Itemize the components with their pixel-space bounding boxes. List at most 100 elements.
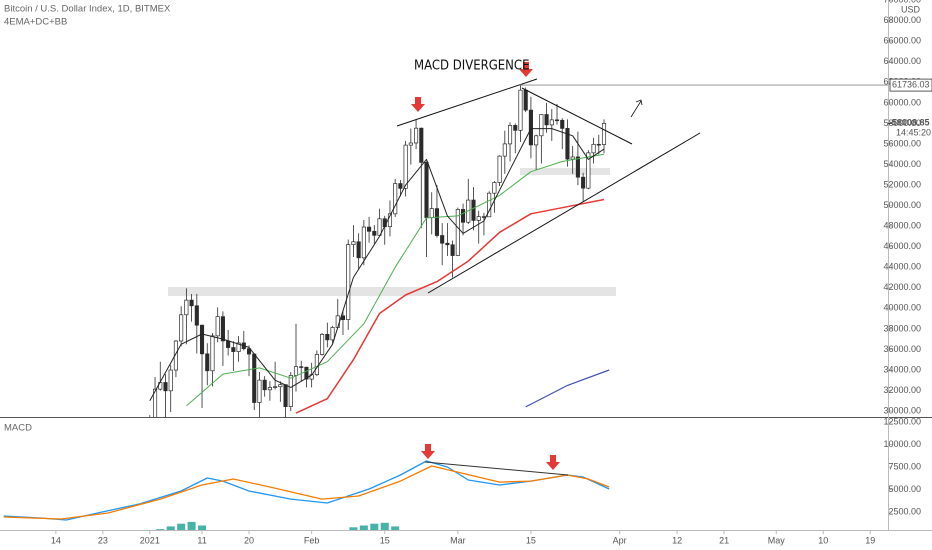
- candle-body: [361, 226, 366, 259]
- arrow: [630, 100, 642, 118]
- candle-body: [304, 366, 309, 380]
- candle-body: [461, 209, 466, 223]
- price-pane: [148, 85, 610, 422]
- histogram-bar: [166, 526, 175, 530]
- macd-line: [3, 465, 610, 520]
- candle-body: [148, 418, 151, 422]
- candle-body: [199, 324, 205, 355]
- currency-label: USD: [901, 4, 921, 14]
- countdown: 14:45:20: [896, 128, 931, 138]
- trendline: [521, 87, 633, 145]
- y-tick-label: 40000.00: [883, 303, 921, 313]
- y-tick-label: 30000.00: [883, 405, 921, 415]
- candle-body: [549, 119, 554, 126]
- histogram-bar: [177, 523, 186, 530]
- y-tick-label: 10000.00: [883, 439, 921, 449]
- histogram-bar: [187, 521, 196, 530]
- x-tick-label: Feb: [304, 535, 320, 545]
- candle-body: [163, 382, 168, 392]
- candle-body: [168, 369, 173, 392]
- arrow-marker: [546, 455, 560, 470]
- y-tick-label: 7500.00: [888, 461, 921, 471]
- ema-line: [525, 369, 610, 408]
- trendline: [424, 461, 569, 476]
- histogram-bar: [349, 527, 358, 530]
- candle-body: [283, 384, 288, 407]
- y-tick-label: 2500.00: [888, 506, 921, 516]
- candle-body: [502, 143, 507, 157]
- candle-body: [335, 315, 340, 328]
- y-tick-label: 60000.00: [883, 97, 921, 107]
- histogram-bar: [391, 526, 400, 530]
- candle-body: [450, 244, 455, 256]
- candle-body: [231, 347, 236, 352]
- candle-body: [356, 241, 361, 259]
- candle-body: [184, 299, 189, 316]
- candle-body: [419, 127, 424, 163]
- x-tick-label: 2021: [140, 535, 160, 545]
- candle-body: [575, 156, 580, 178]
- candle-body: [351, 241, 356, 246]
- histogram-bar: [370, 523, 379, 530]
- histogram-bar: [380, 522, 389, 530]
- candle-body: [252, 353, 257, 403]
- macd-line: [3, 460, 610, 521]
- candle-body: [367, 226, 372, 232]
- candle-body: [513, 125, 518, 131]
- support-zone: [168, 287, 616, 296]
- candle-body: [246, 348, 252, 355]
- x-tick-label: Mar: [450, 535, 466, 545]
- candle-body: [471, 199, 476, 221]
- y-tick-label: 52000.00: [883, 179, 921, 189]
- x-tick-label: Apr: [613, 535, 627, 545]
- candle-body: [591, 143, 596, 154]
- candle-body: [581, 176, 586, 189]
- y-tick-label: 54000.00: [883, 159, 921, 169]
- candle-body: [325, 333, 330, 341]
- x-tick-label: 19: [865, 535, 875, 545]
- y-tick-label: 34000.00: [883, 364, 921, 374]
- y-tick-label: 42000.00: [883, 282, 921, 292]
- candle-body: [330, 327, 335, 341]
- y-tick-label: 38000.00: [883, 323, 921, 333]
- ema-line: [186, 153, 605, 407]
- candle-body: [194, 305, 199, 326]
- candle-body: [414, 127, 419, 144]
- x-tick-label: 11: [197, 535, 206, 545]
- x-tick-label: 14: [51, 535, 61, 545]
- y-tick-label: 68000.00: [883, 15, 921, 25]
- candle-body: [299, 366, 304, 368]
- candle-body: [273, 386, 278, 388]
- trendline: [427, 132, 701, 294]
- y-tick-label: 5000.00: [888, 484, 921, 494]
- candle-body: [497, 155, 502, 183]
- candle-body: [205, 353, 210, 372]
- y-tick-label: 48000.00: [883, 221, 921, 231]
- y-tick-label: 46000.00: [883, 241, 921, 251]
- price-level-label: 61736.03: [892, 79, 930, 89]
- annotation: MACD DIVERGENCE: [414, 59, 529, 74]
- candle-body: [476, 216, 481, 221]
- candle-body: [189, 299, 194, 307]
- histogram-bar: [329, 532, 337, 535]
- arrow-marker: [519, 62, 533, 77]
- candle-body: [236, 342, 241, 352]
- candle-body: [481, 216, 486, 218]
- candle-body: [210, 335, 215, 372]
- y-tick-label: 64000.00: [883, 56, 921, 66]
- candle-body: [288, 375, 293, 407]
- arrow-marker: [421, 444, 435, 459]
- y-tick-label: 70000.00: [883, 0, 921, 5]
- x-tick-label: 15: [380, 535, 390, 545]
- y-tick-label: 50000.00: [883, 200, 921, 210]
- candle-body: [179, 314, 184, 342]
- y-tick-label: 66000.00: [883, 36, 921, 46]
- candle-body: [455, 209, 460, 256]
- candle-body: [596, 143, 601, 146]
- candle-body: [340, 315, 346, 320]
- candle-body: [377, 218, 382, 236]
- candle-body: [534, 135, 539, 146]
- candle-body: [173, 340, 178, 371]
- y-tick-label: 58000.00: [883, 118, 921, 128]
